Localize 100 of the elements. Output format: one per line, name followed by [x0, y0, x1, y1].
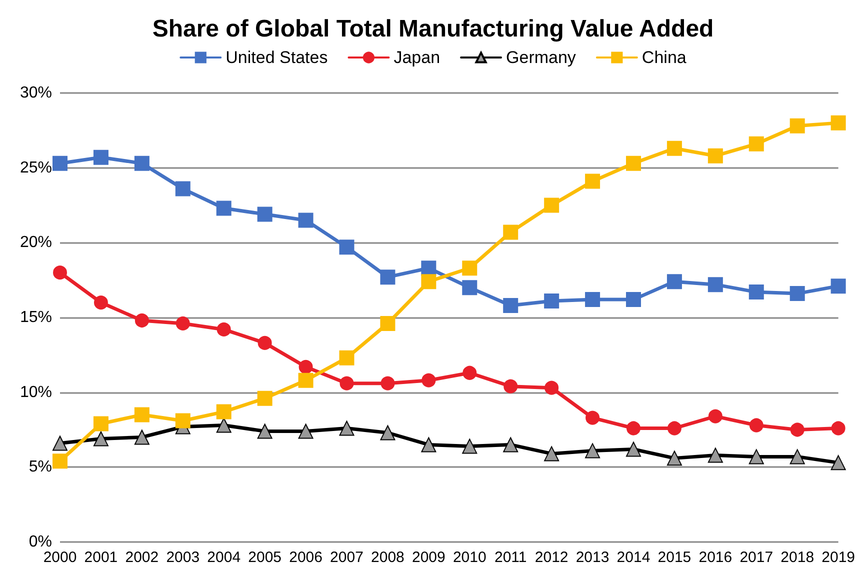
point [830, 115, 846, 130]
point [257, 390, 272, 406]
point [216, 322, 231, 336]
point [790, 422, 804, 437]
point [134, 430, 150, 445]
point [462, 260, 478, 276]
point [339, 350, 354, 366]
point [544, 446, 560, 462]
point [134, 156, 150, 171]
point [831, 421, 846, 436]
point [257, 206, 272, 222]
x-tick-label: 2016 [698, 549, 732, 566]
point [380, 425, 396, 440]
y-tick-label: 15% [20, 309, 52, 326]
x-tick-label: 2005 [248, 549, 282, 566]
point [708, 448, 723, 463]
point [666, 274, 682, 290]
point [544, 380, 559, 395]
x-tick-label: 2008 [371, 549, 404, 566]
point [585, 292, 600, 308]
x-tick-label: 2010 [452, 549, 486, 566]
point [298, 212, 314, 228]
point [503, 224, 518, 240]
point [216, 418, 232, 433]
point [503, 437, 518, 452]
point [504, 379, 518, 394]
point [666, 450, 682, 466]
point [749, 418, 764, 432]
point [585, 443, 600, 458]
legend-label: United States [226, 48, 328, 67]
point [380, 376, 395, 390]
point [708, 148, 723, 164]
x-tick-label: 2003 [166, 549, 200, 566]
point [626, 421, 640, 436]
x-tick-label: 2011 [494, 549, 527, 566]
point [340, 376, 354, 390]
x-tick-label: 2013 [576, 549, 610, 566]
point [380, 270, 396, 285]
point [298, 372, 314, 388]
point [339, 420, 354, 436]
y-tick-label: 10% [20, 384, 52, 401]
point [421, 274, 436, 290]
x-tick-label: 2002 [125, 549, 159, 566]
point [544, 198, 560, 213]
point [626, 442, 641, 457]
point [585, 174, 600, 189]
point [503, 298, 518, 314]
point [708, 409, 722, 424]
point [421, 260, 436, 276]
point [216, 200, 232, 216]
point [462, 366, 477, 380]
point [134, 313, 149, 328]
legend-label: Japan [394, 48, 440, 67]
point [830, 455, 846, 470]
point [134, 407, 150, 422]
point [93, 150, 108, 165]
legend-label: China [642, 48, 687, 67]
point [790, 286, 805, 302]
point [748, 136, 764, 152]
x-tick-label: 2007 [330, 549, 364, 566]
point [830, 278, 846, 294]
legend-label: Germany [506, 48, 576, 67]
x-tick-label: 2001 [84, 549, 118, 566]
point [626, 156, 641, 171]
point [667, 421, 682, 436]
point [462, 438, 478, 454]
point [93, 416, 108, 432]
y-tick-label: 0% [28, 534, 52, 550]
point [339, 240, 354, 255]
chart-title: Share of Global Total Manufacturing Value Added [152, 16, 714, 42]
y-tick-label: 25% [20, 159, 52, 176]
point [93, 431, 108, 446]
point [298, 360, 313, 374]
point [666, 140, 682, 156]
x-tick-label: 2009 [412, 549, 446, 566]
point [175, 413, 190, 428]
point [52, 454, 68, 469]
point [53, 266, 67, 280]
point [176, 316, 190, 330]
point [175, 181, 190, 196]
point [422, 373, 436, 388]
x-tick-label: 2018 [780, 549, 814, 566]
point [790, 449, 805, 464]
x-tick-label: 2017 [740, 549, 774, 566]
point [544, 294, 560, 309]
point [790, 118, 805, 134]
point [258, 336, 272, 350]
point [216, 404, 232, 420]
point [626, 292, 641, 308]
point [380, 316, 396, 331]
y-tick-label: 5% [28, 458, 52, 476]
x-tick-label: 2006 [289, 549, 322, 566]
y-tick-label: 20% [20, 234, 52, 252]
x-tick-label: 2019 [822, 549, 856, 566]
y-tick-label: 30% [20, 84, 52, 102]
x-tick-label: 2012 [534, 549, 568, 566]
point [298, 424, 314, 439]
point [52, 156, 68, 171]
point [708, 277, 723, 292]
point [586, 410, 600, 425]
